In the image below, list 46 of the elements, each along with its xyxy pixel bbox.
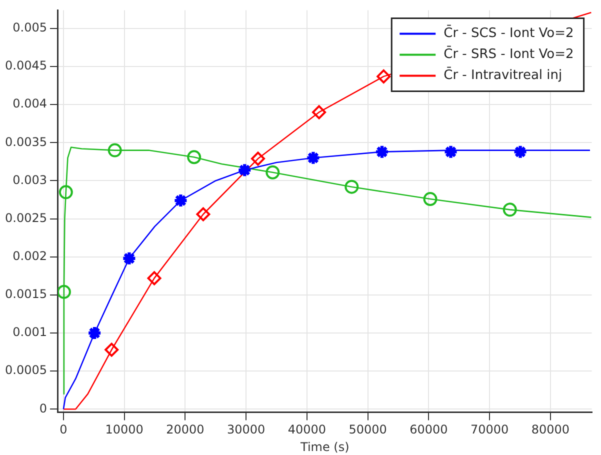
point (502, 202, 517, 217)
legend-label: C̄r - Intravitreal inj (444, 66, 562, 84)
point (104, 342, 119, 357)
point (122, 250, 137, 266)
y-tick-label: 0.005 (12, 20, 47, 35)
point (251, 152, 265, 166)
point (187, 150, 202, 164)
point (147, 271, 162, 286)
y-tick-label: 0.0025 (4, 210, 47, 225)
x-tick-label: 70000 (470, 422, 509, 437)
point (108, 143, 122, 158)
x-axis-title: Time (s) (299, 440, 350, 454)
x-tick-label: 60000 (410, 422, 448, 437)
y-tick-label: 0.0035 (4, 134, 47, 149)
point (423, 192, 438, 206)
y-tick-label: 0.002 (12, 249, 47, 264)
x-tick-label: 80000 (531, 422, 570, 437)
point (374, 144, 390, 160)
y-tick-label: 0 (39, 401, 47, 416)
x-tick-label: 30000 (226, 422, 266, 437)
x-tick-label: 0 (60, 422, 68, 437)
y-tick-label: 0.004 (12, 96, 47, 111)
point (306, 150, 321, 166)
point (344, 180, 359, 194)
point (173, 192, 188, 208)
x-tick-label: 50000 (348, 422, 387, 437)
point (266, 165, 280, 180)
point (86, 325, 102, 341)
point (237, 162, 252, 178)
point (443, 144, 458, 160)
point (512, 144, 528, 160)
x-tick-label: 20000 (166, 422, 204, 437)
point (58, 185, 73, 200)
legend-label: C̄r - SCS - Iont Vo=2 (444, 24, 574, 42)
y-tick-label: 0.0005 (4, 363, 47, 378)
y-tick-label: 0.003 (12, 172, 47, 187)
point (196, 207, 210, 222)
y-tick-label: 0.0045 (4, 58, 47, 73)
y-tick-label: 0.0015 (4, 287, 47, 302)
y-tick-label: 0.001 (12, 325, 47, 340)
point (376, 69, 391, 84)
point (58, 284, 71, 299)
x-tick-label: 10000 (105, 422, 144, 437)
legend-label: C̄r - SRS - Iont Vo=2 (444, 46, 574, 62)
x-tick-label: 40000 (288, 422, 326, 437)
point (312, 105, 326, 120)
